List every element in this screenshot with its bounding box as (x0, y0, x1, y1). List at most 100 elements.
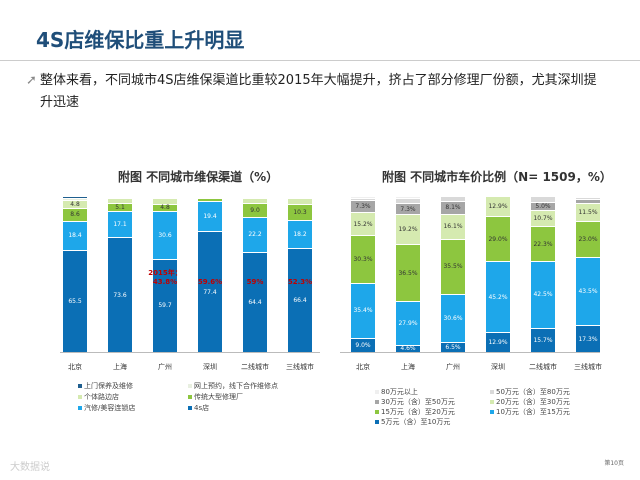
bar-segment (531, 195, 555, 197)
bar-segment (198, 196, 222, 198)
bar-segment: 66.4 (288, 248, 312, 352)
bar-segment: 15.7% (531, 327, 555, 352)
bar-segment (243, 196, 267, 199)
legend-item: 20万元（含）至30万元 (490, 397, 570, 407)
bar-segment: 17.1 (108, 210, 132, 238)
x-tick-label: 深圳 (203, 363, 217, 371)
divider (0, 60, 640, 61)
bar-segment: 15.2% (351, 211, 375, 236)
bar-segment: 35.5% (441, 238, 465, 295)
bar-segment: 10.7% (531, 209, 555, 227)
x-tick-label: 北京 (356, 363, 370, 371)
bar-segment: 22.3% (531, 226, 555, 262)
bar-segment (288, 196, 312, 199)
annotation-2015: 59.6% (197, 278, 223, 286)
bar-segment (243, 198, 267, 203)
bar-segment (153, 197, 177, 204)
legend-swatch (490, 390, 494, 394)
bar-segment: 8.1% (441, 201, 465, 214)
bar-segment: 30.3% (351, 235, 375, 283)
bar-segment (351, 196, 375, 198)
bar-segment: 35.4% (351, 282, 375, 338)
bar-segment: 5.0% (531, 201, 555, 210)
bar-segment (441, 196, 465, 201)
x-tick-label: 三线城市 (574, 363, 602, 371)
x-tick-label: 上海 (113, 363, 127, 371)
legend-item: 50万元（含）至80万元 (490, 387, 570, 397)
bar-segment: 18.2 (288, 220, 312, 249)
legend-item: 网上预约，线下合作维修点 (188, 381, 278, 391)
bar-segment (351, 197, 375, 201)
bar-segment: 7.3% (396, 203, 420, 215)
legend-item: 5万元（含）至10万元 (375, 417, 450, 427)
bar-segment: 30.6% (441, 294, 465, 342)
chart-maintenance-channels: 65.5 18.4 8.6 4.8 73.6 17.1 5.1 59.7 30.6 4.8 77.4… (60, 195, 320, 355)
bar-segment (396, 196, 420, 198)
legend-item: 汽修/美容连锁店 (78, 403, 135, 413)
bar-segment: 4.6% (396, 344, 420, 352)
bar-segment: 18.4 (63, 221, 87, 250)
chart-car-price: 9.0% 35.4% 30.3% 15.2% 7.3% 4.6% 27.9% 36.5% 19.… (340, 195, 600, 355)
bar-segment: 5.1 (108, 202, 132, 211)
legend-item: 10万元（含）至15万元 (490, 407, 570, 417)
x-tick-label: 三线城市 (286, 363, 314, 371)
bar-segment (576, 197, 600, 199)
bar-segment (108, 197, 132, 203)
bullet-content: 整体来看，不同城市4S店维保渠道比重较2015年大幅提升，挤占了部分修理厂份额，… (40, 73, 597, 110)
slide-title: 4S店维保比重上升明显 (36, 28, 245, 52)
legend-item: 4s店 (188, 403, 209, 413)
chart-title-left: 附图 不同城市维保渠道（%） (118, 170, 279, 184)
legend-item: 上门保养及维修 (78, 381, 133, 391)
bar-segment (108, 196, 132, 198)
bar-segment: 45.2% (486, 261, 510, 332)
legend-item: 80万元以上 (375, 387, 418, 397)
bar-segment: 19.2% (396, 214, 420, 245)
legend-swatch (490, 400, 494, 404)
bar-segment: 9.0% (351, 337, 375, 352)
x-tick-label: 北京 (68, 363, 82, 371)
bar-segment (288, 195, 312, 197)
bar-segment: 4.8 (153, 203, 177, 211)
legend-swatch (78, 395, 82, 399)
legend-item: 传统大型修理厂 (188, 392, 243, 402)
x-tick-label: 广州 (446, 363, 460, 371)
logo: 大数据说 (10, 462, 50, 473)
x-tick-label: 二线城市 (241, 363, 269, 371)
bar-segment (288, 198, 312, 204)
x-axis (340, 352, 600, 353)
bar-segment (153, 195, 177, 197)
legend-swatch (188, 395, 192, 399)
bar-segment: 27.9% (396, 301, 420, 345)
bar-segment: 23.0% (576, 221, 600, 258)
bar-segment: 4.8 (63, 200, 87, 208)
legend-swatch (375, 420, 379, 424)
bar-segment: 29.0% (486, 216, 510, 262)
x-tick-label: 广州 (158, 363, 172, 371)
bar-segment: 65.5 (63, 249, 87, 352)
bar-segment (576, 198, 600, 204)
bar-segment (243, 195, 267, 197)
bar-segment (576, 196, 600, 198)
annotation-2015: 59% (246, 278, 264, 286)
legend-swatch (188, 406, 192, 410)
x-axis (60, 352, 320, 353)
bar-segment: 64.4 (243, 251, 267, 352)
bar-segment (198, 197, 222, 201)
page-number: 第10页 (604, 460, 624, 467)
legend-swatch (78, 406, 82, 410)
legend-item: 个体路边店 (78, 392, 119, 402)
bar-segment: 6.5% (441, 341, 465, 352)
bar-segment: 73.6 (108, 237, 132, 352)
bar-segment: 12.9% (486, 331, 510, 352)
bar-segment (108, 195, 132, 197)
bullet-text: ➚ 整体来看，不同城市4S店维保渠道比重较2015年大幅提升，挤占了部分修理厂份额… (26, 70, 600, 114)
bar-segment: 43.5% (576, 257, 600, 326)
bar-segment: 17.3% (576, 325, 600, 352)
bar-segment: 7.3% (351, 200, 375, 212)
bar-segment: 36.5% (396, 244, 420, 302)
x-tick-label: 上海 (401, 363, 415, 371)
bar-segment: 59.7 (153, 258, 177, 352)
bar-segment: 22.2 (243, 216, 267, 252)
bar-segment: 12.9% (486, 196, 510, 217)
bar-segment: 19.4 (198, 201, 222, 232)
